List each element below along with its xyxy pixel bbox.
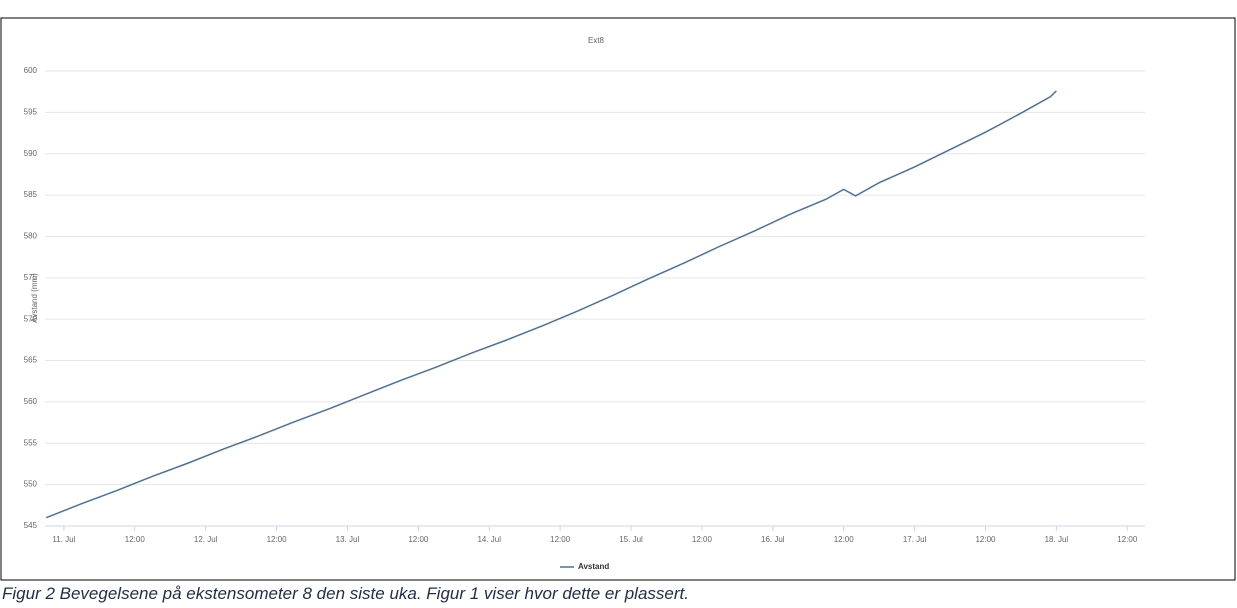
y-tick-label: 570 [24, 314, 38, 323]
chart-title: Ext8 [588, 36, 605, 45]
y-tick-label: 545 [24, 521, 38, 530]
x-tick-label: 12:00 [975, 535, 996, 544]
x-tick-label: 13. Jul [336, 535, 360, 544]
x-tick-label: 12:00 [550, 535, 571, 544]
x-tick-label: 18. Jul [1045, 535, 1069, 544]
legend-label: Avstand [578, 562, 609, 571]
x-tick-label: 11. Jul [52, 535, 75, 544]
x-tick-label: 14. Jul [477, 535, 501, 544]
y-tick-label: 600 [24, 66, 38, 75]
y-axis-label: Avstand (mm) [30, 273, 39, 323]
data-line [45, 90, 1057, 519]
x-tick-label: 12:00 [834, 535, 855, 544]
y-tick-label: 550 [24, 480, 38, 489]
y-tick-label: 580 [24, 232, 38, 241]
x-tick-label: 12:00 [125, 535, 146, 544]
x-tick-label: 15. Jul [619, 535, 643, 544]
y-tick-label: 555 [24, 438, 38, 447]
y-tick-label: 590 [24, 149, 38, 158]
y-tick-label: 560 [24, 397, 38, 406]
y-tick-label: 565 [24, 356, 38, 365]
x-tick-label: 16. Jul [761, 535, 785, 544]
x-tick-label: 17. Jul [903, 535, 927, 544]
x-tick-label: 12:00 [1117, 535, 1138, 544]
y-tick-label: 585 [24, 190, 38, 199]
x-tick-label: 12:00 [408, 535, 429, 544]
y-tick-label: 575 [24, 273, 38, 282]
y-tick-label: 595 [24, 107, 38, 116]
x-tick-label: 12. Jul [194, 535, 218, 544]
x-tick-label: 12:00 [267, 535, 288, 544]
frame [0, 17, 1236, 581]
caption: Figur 2 Bevegelsene på ekstensometer 8 d… [2, 584, 689, 603]
x-tick-label: 12:00 [692, 535, 713, 544]
